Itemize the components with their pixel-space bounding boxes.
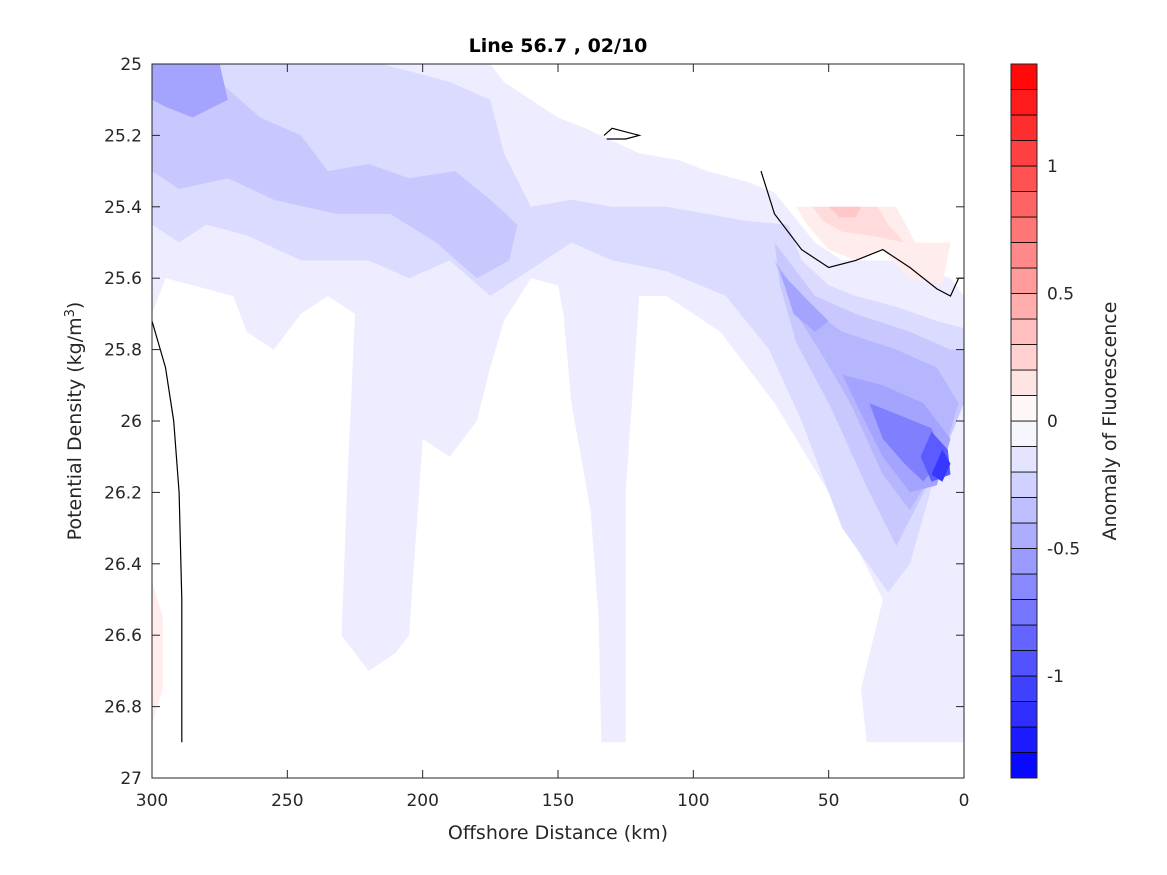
colorbar-segment (1010, 624, 1038, 651)
y-tick-label: 25.2 (104, 126, 142, 146)
colorbar-segment (1010, 548, 1038, 575)
x-axis: 300 250 200 150 100 50 0 (136, 64, 970, 811)
zero-contour-line-0 (152, 320, 183, 743)
colorbar-label: Anomaly of Fluorescence (1099, 302, 1121, 541)
colorbar-segment (1010, 216, 1038, 243)
colorbar-segment (1010, 752, 1038, 779)
colorbar-segment (1010, 293, 1038, 320)
y-tick-label: 25 (120, 55, 142, 75)
colorbar-segment (1010, 420, 1038, 447)
y-tick-label: 26.6 (104, 626, 142, 646)
zero-contour-lines (152, 127, 964, 743)
colorbar-segment (1010, 395, 1038, 422)
y-tick-label: 26 (120, 412, 142, 432)
colorbar-segment (1010, 369, 1038, 396)
y-tick-label: 25.4 (104, 198, 142, 218)
colorbar-tick-label: 0.5 (1047, 285, 1074, 305)
contour-region-12 (812, 206, 905, 243)
colorbar-segment (1010, 522, 1038, 549)
zero-contour-line-2 (603, 127, 642, 140)
colorbar-segment (1010, 191, 1038, 218)
colorbar-segment (1010, 140, 1038, 167)
colorbar-tick-label: 0 (1047, 412, 1058, 432)
colorbar-segment (1010, 242, 1038, 269)
colorbar-segment (1010, 318, 1038, 345)
x-tick-label: 150 (542, 791, 574, 811)
colorbar-segment (1010, 63, 1038, 90)
colorbar-segment (1010, 675, 1038, 702)
y-tick-label: 25.8 (104, 341, 142, 361)
contour-region-13 (828, 206, 862, 218)
contour-region-5 (152, 64, 228, 118)
colorbar-segment (1010, 726, 1038, 753)
x-tick-label: 300 (136, 791, 168, 811)
x-axis-label: Offshore Distance (km) (448, 822, 668, 844)
y-axis-label: Potential Density (kg/m3) (63, 302, 87, 541)
colorbar-segment (1010, 114, 1038, 141)
contour-region-10 (931, 449, 951, 482)
colorbar-segment (1010, 446, 1038, 473)
chart-title: Line 56.7 , 02/10 (469, 35, 648, 57)
x-tick-label: 50 (818, 791, 840, 811)
colorbar-tick-label: 1 (1047, 157, 1058, 177)
colorbar-segment (1010, 599, 1038, 626)
colorbar-tick-label: -0.5 (1047, 540, 1080, 560)
y-tick-label: 26.8 (104, 698, 142, 718)
contour-region-2 (152, 81, 518, 279)
contour-region-6 (779, 271, 829, 332)
y-tick-label: 26.2 (104, 483, 142, 503)
colorbar-frame (1010, 63, 1038, 779)
colorbar-segment (1010, 267, 1038, 294)
colorbar-segment (1010, 650, 1038, 677)
colorbar-tick-label: -1 (1047, 667, 1064, 687)
colorbar-segment (1010, 165, 1038, 192)
colorbar-segment (1010, 89, 1038, 116)
y-tick-label: 25.6 (104, 269, 142, 289)
y-tick-label: 26.4 (104, 555, 142, 575)
contour-region-14 (152, 581, 163, 725)
y-tick-label: 27 (120, 769, 142, 789)
colorbar-segment (1010, 344, 1038, 371)
colorbar-segment (1010, 701, 1038, 728)
x-tick-label: 0 (959, 791, 970, 811)
colorbar-segment (1010, 573, 1038, 600)
colorbar: -1 -0.5 0 0.5 1 (1010, 63, 1080, 779)
colorbar-segment (1010, 471, 1038, 498)
colorbar-segment (1010, 497, 1038, 524)
zero-contour-line-1 (760, 170, 964, 297)
x-tick-label: 100 (677, 791, 709, 811)
y-axis: 25 25.2 25.4 25.6 25.8 26 26.2 26.4 26.6 26.8 27 (104, 55, 964, 789)
x-tick-label: 200 (406, 791, 438, 811)
contour-fills (152, 64, 964, 743)
x-tick-label: 250 (271, 791, 303, 811)
